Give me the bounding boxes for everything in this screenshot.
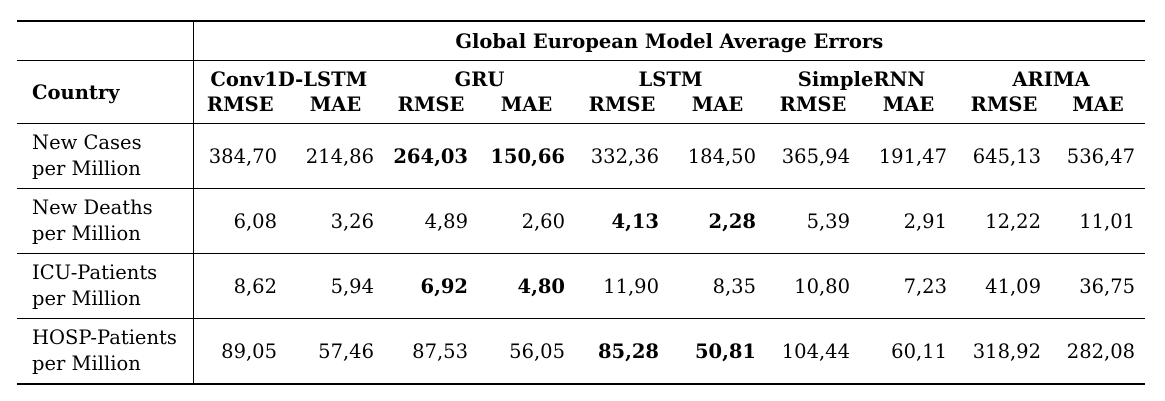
value-cell: 282,08 xyxy=(1066,339,1136,363)
super-header-row: Global European Model Average Errors xyxy=(17,21,1146,61)
value-cell: 36,75 xyxy=(1079,274,1136,298)
metric-header: MAE xyxy=(500,93,553,116)
value-cell: 4,80 xyxy=(517,274,566,298)
value-cell: 2,28 xyxy=(708,209,757,233)
model-header-gru: GRU xyxy=(384,60,575,93)
model-header-conv1d-lstm: Conv1D-LSTM xyxy=(192,60,384,93)
value-cell: 264,03 xyxy=(393,144,468,168)
row-label-line1: New Cases xyxy=(32,131,142,154)
value-cell: 104,44 xyxy=(781,339,850,363)
value-cell: 6,92 xyxy=(420,274,469,298)
value-cell: 214,86 xyxy=(305,144,374,168)
model-header-arima: ARIMA xyxy=(957,60,1146,93)
model-header-simplernn: SimpleRNN xyxy=(766,60,957,93)
value-cell: 4,13 xyxy=(611,209,660,233)
value-cell: 2,91 xyxy=(903,209,947,233)
row-label-line2: per Million xyxy=(32,222,141,245)
metric-header: MAE xyxy=(309,93,362,116)
value-cell: 365,94 xyxy=(781,144,850,168)
table-row: HOSP-Patients per Million 89,05 57,46 87,53 5… xyxy=(17,318,1146,385)
metric-header: RMSE xyxy=(779,93,847,116)
metric-header: RMSE xyxy=(397,93,465,116)
value-cell: 3,26 xyxy=(330,209,374,233)
row-label: HOSP-Patients per Million xyxy=(17,319,193,385)
value-cell: 150,66 xyxy=(490,144,565,168)
value-cell: 41,09 xyxy=(985,274,1041,298)
table-row: New Deaths per Million 6,08 3,26 4,89 2,60 4,1… xyxy=(17,188,1146,254)
value-cell: 332,36 xyxy=(590,144,659,168)
value-cell: 56,05 xyxy=(509,339,565,363)
value-cell: 645,13 xyxy=(972,144,1041,168)
value-cell: 85,28 xyxy=(597,339,659,363)
value-cell: 191,47 xyxy=(878,144,947,168)
value-cell: 318,92 xyxy=(972,339,1041,363)
row-label-line1: New Deaths xyxy=(32,196,153,219)
value-cell: 8,62 xyxy=(192,253,287,319)
row-label: New Deaths per Million xyxy=(17,189,193,254)
value-cell: 50,81 xyxy=(694,339,756,363)
value-cell: 7,23 xyxy=(903,274,947,298)
value-cell: 12,22 xyxy=(985,209,1041,233)
value-cell: 384,70 xyxy=(192,123,287,189)
row-label-line2: per Million xyxy=(32,287,141,310)
metric-header: MAE xyxy=(1072,93,1124,116)
value-cell: 57,46 xyxy=(318,339,374,363)
value-cell: 87,53 xyxy=(412,339,468,363)
value-cell: 536,47 xyxy=(1066,144,1136,168)
value-cell: 89,05 xyxy=(192,318,287,384)
country-header: Country xyxy=(17,60,193,124)
results-table-container: Global European Model Average Errors Cou… xyxy=(17,20,1146,385)
row-label-line1: HOSP-Patients xyxy=(32,326,177,349)
metric-header-row: RMSE MAE RMSE MAE RMSE MAE RMSE MAE RMSE… xyxy=(17,93,1145,124)
row-label-line1: ICU-Patients xyxy=(32,261,158,284)
value-cell: 60,11 xyxy=(891,339,947,363)
value-cell: 5,39 xyxy=(806,209,850,233)
value-cell: 11,01 xyxy=(1079,209,1136,233)
value-cell: 4,89 xyxy=(424,209,468,233)
value-cell: 10,80 xyxy=(794,274,850,298)
row-label-line2: per Million xyxy=(32,352,141,375)
results-table: Global European Model Average Errors Cou… xyxy=(17,20,1146,385)
row-label: New Cases per Million xyxy=(17,124,193,189)
value-cell: 8,35 xyxy=(712,274,756,298)
value-cell: 5,94 xyxy=(330,274,374,298)
metric-header: RMSE xyxy=(192,93,287,124)
corner-cell xyxy=(17,21,193,61)
metric-header: RMSE xyxy=(588,93,656,116)
table-row: New Cases per Million 384,70 214,86 264,03 15… xyxy=(17,123,1146,189)
table-row: ICU-Patients per Million 8,62 5,94 6,92 4,80 1… xyxy=(17,253,1146,319)
value-cell: 184,50 xyxy=(687,144,756,168)
value-cell: 11,90 xyxy=(603,274,659,298)
metric-header: MAE xyxy=(691,93,744,116)
value-cell: 6,08 xyxy=(192,188,287,254)
metric-header: MAE xyxy=(882,93,935,116)
row-label: ICU-Patients per Million xyxy=(17,254,193,319)
super-header: Global European Model Average Errors xyxy=(192,21,1146,61)
model-header-lstm: LSTM xyxy=(575,60,766,93)
value-cell: 2,60 xyxy=(521,209,565,233)
metric-header: RMSE xyxy=(970,93,1038,116)
model-header-row: Country Conv1D-LSTM GRU LSTM SimpleRNN A… xyxy=(17,60,1146,124)
row-label-line2: per Million xyxy=(32,157,141,180)
